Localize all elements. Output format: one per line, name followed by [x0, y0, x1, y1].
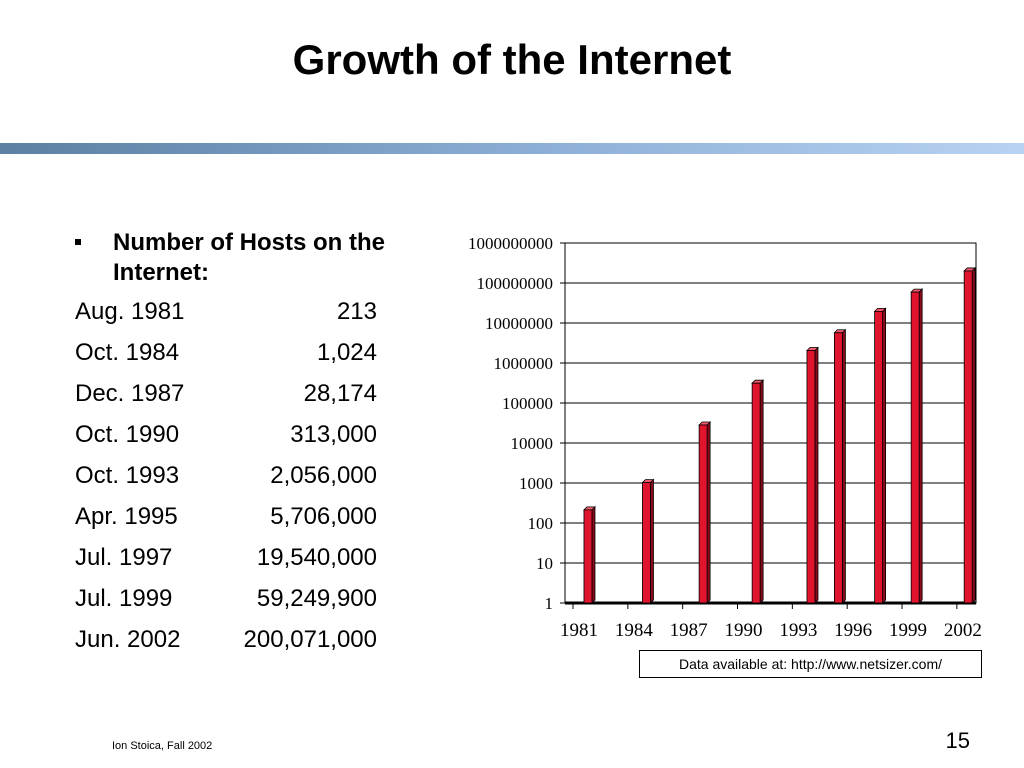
list-item: Jul. 1999 59,249,900: [75, 584, 395, 625]
list-item: Jul. 1997 19,540,000: [75, 543, 395, 584]
bar-side: [706, 421, 711, 604]
x-tick-label: 1996: [834, 620, 872, 641]
y-tick-label: 1: [545, 594, 554, 613]
host-date: Jul. 1997: [75, 544, 173, 571]
x-tick-label: 1984: [615, 620, 654, 641]
y-tick-label: 100000: [502, 394, 553, 413]
y-tick-label: 10000000: [485, 314, 553, 333]
x-tick-label: 1993: [779, 620, 817, 641]
page-title: Growth of the Internet: [292, 36, 732, 83]
y-tick-label: 10000: [511, 434, 554, 453]
y-tick-label: 100: [528, 514, 554, 533]
bar: [583, 505, 596, 604]
bullet-square-icon: [75, 239, 81, 245]
list-item: Aug. 1981 213: [75, 297, 395, 338]
list-item: Dec. 1987 28,174: [75, 379, 395, 420]
bar-front: [963, 270, 973, 604]
bar-side: [841, 328, 846, 604]
bar: [873, 307, 887, 604]
host-count: 313,000: [290, 421, 377, 448]
footer-author: Ion Stoica, Fall 2002: [112, 740, 213, 752]
bar-front: [833, 332, 843, 604]
bar-side: [759, 379, 764, 604]
x-tick-label: 2002: [944, 620, 982, 641]
bar: [833, 328, 847, 604]
bullet-text: Number of Hosts on the Internet:: [113, 229, 386, 286]
bar-side: [882, 307, 887, 604]
bar-front: [806, 350, 816, 604]
bar-side: [650, 478, 654, 604]
y-tick-label: 100000000: [477, 274, 554, 293]
host-date: Dec. 1987: [75, 380, 185, 407]
y-tick-label: 1000000000: [468, 234, 553, 253]
y-tick-label: 10: [536, 554, 553, 573]
bar-side: [971, 266, 976, 604]
host-count: 213: [336, 298, 377, 325]
bar: [698, 421, 712, 604]
x-tick-label: 1990: [725, 620, 763, 641]
x-tick-label: 1987: [670, 620, 708, 641]
host-count: 59,249,900: [256, 585, 377, 612]
host-date: Jul. 1999: [75, 585, 173, 612]
bar-front: [642, 482, 651, 604]
list-item: Apr. 1995 5,706,000: [75, 502, 395, 543]
host-date: Apr. 1995: [75, 503, 178, 530]
list-item: Oct. 1990 313,000: [75, 420, 395, 461]
host-count: 19,540,000: [256, 544, 377, 571]
host-date: Oct. 1993: [75, 462, 180, 489]
bar: [641, 478, 655, 604]
bar: [806, 346, 819, 604]
bar-side: [918, 288, 923, 604]
bar: [963, 266, 977, 604]
bar-side: [591, 505, 596, 604]
host-count: 1,024: [316, 339, 377, 366]
bar-front: [751, 382, 761, 604]
title-divider: [0, 143, 1024, 154]
hosts-bar-chart: 1 10 100 1000 10000 100000 1000000 10000000 1000…: [468, 234, 982, 641]
data-source-note: Data available at: http://www.netsizer.c…: [639, 650, 982, 678]
list-item: Jun. 2002 200,071,000: [75, 625, 395, 666]
bar: [751, 379, 765, 604]
list-item: Oct. 1984 1,024: [75, 338, 395, 379]
hosts-list: Aug. 1981 213 Oct. 1984 1,024 Dec. 1987 …: [75, 297, 395, 666]
host-date: Oct. 1990: [75, 421, 180, 448]
y-tick-label: 1000000: [494, 354, 554, 373]
bar-front: [583, 509, 593, 604]
host-count: 2,056,000: [270, 462, 377, 489]
bar-side: [814, 346, 819, 604]
y-tick-label: 1000: [519, 474, 553, 493]
host-date: Oct. 1984: [75, 339, 180, 366]
host-count: 28,174: [303, 380, 377, 407]
host-date: Aug. 1981: [75, 298, 185, 325]
host-count: 5,706,000: [270, 503, 377, 530]
x-tick-label: 1999: [889, 620, 927, 641]
bar-front: [874, 310, 884, 604]
bar-front: [698, 424, 708, 604]
host-count: 200,071,000: [243, 626, 377, 653]
bar-front: [910, 291, 920, 604]
x-tick-label: 1981: [560, 620, 598, 641]
bar: [910, 288, 924, 604]
list-item: Oct. 1993 2,056,000: [75, 461, 395, 502]
host-date: Jun. 2002: [75, 626, 181, 653]
page-number: 15: [945, 728, 970, 753]
